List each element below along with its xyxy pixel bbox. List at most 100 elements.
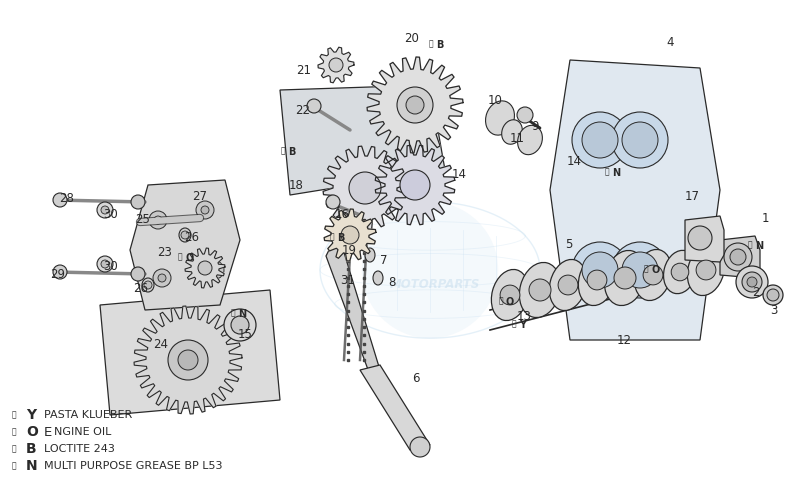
Text: 28: 28 — [59, 191, 74, 204]
Text: N: N — [755, 241, 763, 251]
Circle shape — [643, 265, 663, 285]
Ellipse shape — [491, 270, 529, 321]
Circle shape — [587, 270, 607, 290]
Text: N: N — [238, 309, 246, 319]
Circle shape — [181, 231, 189, 239]
Text: 22: 22 — [295, 104, 310, 116]
Ellipse shape — [179, 228, 191, 242]
Circle shape — [101, 260, 109, 268]
Circle shape — [97, 202, 113, 218]
Text: 29: 29 — [50, 268, 65, 280]
Polygon shape — [100, 290, 280, 415]
Circle shape — [231, 316, 249, 334]
Text: ⬧: ⬧ — [429, 39, 433, 49]
Polygon shape — [324, 209, 376, 261]
Circle shape — [730, 249, 746, 265]
Text: O: O — [185, 253, 193, 263]
Ellipse shape — [142, 278, 154, 292]
Text: LOCTITE 243: LOCTITE 243 — [44, 444, 115, 454]
Text: ⬧: ⬧ — [12, 410, 17, 419]
Text: B: B — [26, 442, 37, 456]
Ellipse shape — [501, 120, 522, 144]
Circle shape — [724, 243, 752, 271]
Circle shape — [144, 281, 152, 289]
Polygon shape — [720, 236, 760, 278]
Circle shape — [53, 193, 67, 207]
Text: 23: 23 — [157, 246, 172, 260]
Text: PASTA KLUEBER: PASTA KLUEBER — [44, 410, 132, 420]
Text: ⬧: ⬧ — [747, 241, 752, 249]
Circle shape — [410, 437, 430, 457]
Polygon shape — [375, 145, 455, 225]
Circle shape — [326, 195, 340, 209]
Circle shape — [767, 289, 779, 301]
Text: ⬧: ⬧ — [498, 297, 503, 305]
Polygon shape — [685, 216, 724, 262]
Text: MOTORPARTS: MOTORPARTS — [390, 278, 480, 292]
Text: E: E — [44, 426, 52, 438]
Circle shape — [131, 267, 145, 281]
Text: 30: 30 — [103, 260, 118, 273]
Text: ⬧: ⬧ — [643, 265, 648, 273]
Circle shape — [400, 170, 430, 200]
Ellipse shape — [687, 245, 725, 296]
Text: N: N — [26, 459, 38, 473]
Text: Y: Y — [519, 320, 526, 330]
Text: 11: 11 — [510, 132, 525, 144]
Text: ⬧: ⬧ — [12, 462, 17, 470]
Circle shape — [154, 216, 162, 224]
Ellipse shape — [373, 271, 383, 285]
Text: 9: 9 — [531, 119, 538, 133]
Text: Y: Y — [26, 408, 36, 422]
Text: B: B — [337, 233, 344, 243]
Circle shape — [206, 261, 224, 279]
Text: 24: 24 — [153, 338, 168, 352]
Circle shape — [329, 58, 343, 72]
Text: 19: 19 — [342, 244, 357, 256]
Circle shape — [671, 263, 689, 281]
Circle shape — [198, 261, 212, 275]
Circle shape — [622, 122, 658, 158]
Polygon shape — [280, 85, 445, 195]
Text: 3: 3 — [770, 303, 778, 317]
Polygon shape — [326, 246, 380, 375]
Text: 6: 6 — [413, 372, 420, 384]
Ellipse shape — [663, 250, 697, 294]
Ellipse shape — [519, 263, 561, 318]
Text: 13: 13 — [517, 309, 532, 323]
Circle shape — [517, 107, 533, 123]
Circle shape — [572, 242, 628, 298]
Circle shape — [153, 269, 171, 287]
Circle shape — [168, 340, 208, 380]
Circle shape — [158, 274, 166, 282]
Ellipse shape — [605, 250, 646, 305]
Text: O: O — [506, 297, 514, 307]
Circle shape — [612, 242, 668, 298]
Text: 26: 26 — [184, 230, 199, 244]
Circle shape — [149, 211, 167, 229]
Polygon shape — [134, 306, 242, 414]
Circle shape — [406, 96, 424, 114]
Polygon shape — [318, 47, 354, 83]
Text: 16: 16 — [335, 208, 350, 220]
Circle shape — [582, 252, 618, 288]
Circle shape — [529, 279, 551, 301]
Text: O: O — [651, 265, 659, 275]
Text: ⬧: ⬧ — [177, 252, 182, 262]
Text: ⬧: ⬧ — [329, 233, 334, 242]
Circle shape — [97, 256, 113, 272]
Circle shape — [224, 309, 256, 341]
Text: ⬧: ⬧ — [511, 320, 516, 328]
Circle shape — [397, 87, 433, 123]
Circle shape — [349, 172, 381, 204]
Text: ⬧: ⬧ — [12, 444, 17, 454]
Circle shape — [558, 275, 578, 295]
Text: 8: 8 — [388, 276, 396, 290]
Circle shape — [763, 285, 783, 305]
Text: MULTI PURPOSE GREASE BP L53: MULTI PURPOSE GREASE BP L53 — [44, 461, 223, 471]
Circle shape — [696, 260, 716, 280]
Circle shape — [211, 266, 219, 274]
Text: 2: 2 — [752, 285, 759, 299]
Text: 18: 18 — [289, 179, 304, 191]
Ellipse shape — [549, 259, 586, 310]
